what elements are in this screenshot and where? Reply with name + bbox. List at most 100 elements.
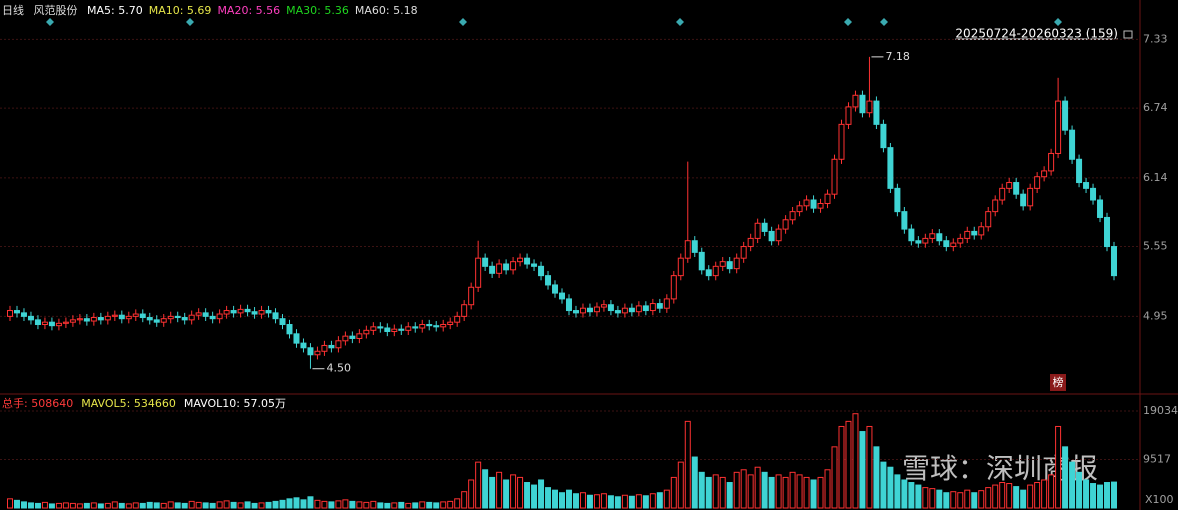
candle-body [503,263,510,271]
volume-bar [314,499,321,509]
volume-bar [489,476,496,509]
candle-body [251,311,258,315]
volume-bar [957,492,964,509]
volume-bar [670,476,677,509]
volume-bar [377,502,384,509]
volume-bar [747,474,754,509]
candle-body [957,237,964,244]
badge-box[interactable] [1050,374,1066,391]
candle-body [978,226,985,236]
candle-body [628,307,635,313]
candle-body [1027,187,1034,207]
volume-bar [559,492,565,509]
volume-bar [545,487,552,509]
candle-body [586,307,593,313]
candle-body [565,298,572,312]
ma-legend-item: MA60: 5.18 [354,4,418,17]
candle-body [887,147,894,189]
volume-bar [419,501,426,509]
volume-bar [761,471,768,509]
ma-legend-item: MA20: 5.56 [217,4,281,17]
volume-bar [894,474,901,509]
volume-bar [188,500,195,509]
candle-body [698,251,705,271]
volume-bar [244,501,251,509]
lock-icon[interactable] [1123,30,1133,39]
volume-bar [1104,482,1111,509]
candle-body [880,123,887,149]
candle-body [454,315,461,323]
candle-body [447,321,454,326]
candle-body [656,303,663,309]
candle-body [761,222,768,232]
volume-bar [845,420,852,509]
volume-bar [510,474,517,509]
ma-legend-item: MA5: 5.70 [87,4,143,17]
candle-body [363,329,370,335]
date-range[interactable]: 20250724-20260323 (159) [955,27,1118,41]
volume-bar [712,474,719,509]
badge[interactable]: 榜 [1053,375,1064,389]
volume-bar [237,502,244,509]
candle-body [342,335,349,342]
volume-bar [496,471,503,509]
volume-bar [635,494,642,509]
volume-bar [929,488,936,509]
candle-body [412,326,419,329]
candle-body [300,342,307,349]
candle-body [62,321,69,324]
candle-body [775,228,782,242]
candle-body [810,199,817,209]
vol-tick-label: 19034 [1143,404,1178,417]
candle-body [747,237,754,248]
volume-bar [782,476,789,509]
volume-bar [684,420,691,509]
candle-body [929,233,936,239]
volume-bar [565,489,572,509]
volume-bar [866,425,873,509]
volume-bar [677,461,684,509]
volume-bar [328,501,335,509]
candle-body [160,318,167,323]
candle-body [733,257,740,270]
volume-bar [628,495,635,509]
volume-bar [41,501,48,509]
candle-body [992,199,999,213]
candle-body [1083,182,1090,189]
volume-bar [621,494,628,509]
candle-body [244,308,251,313]
candle-body [510,261,517,271]
volume-bar [433,502,440,509]
candle-body [433,325,440,328]
volume-bar [167,501,174,509]
volume-bar [978,490,985,509]
candle-body [866,100,873,114]
period: 日线 [2,4,24,17]
candle-body [321,344,328,352]
candle-body [572,310,579,314]
volume-bar [649,493,656,509]
volume-bar [607,495,614,509]
volume-bar [586,494,593,509]
watermark: 雪球：深圳商报 [902,452,1098,485]
volume-bar [1090,483,1097,509]
volume-bar [251,502,258,509]
volume-bar [62,502,69,509]
candle-body [97,317,104,321]
volume-bar [642,495,649,509]
volume-bar [279,499,286,509]
volume-bar [342,499,349,509]
volume-bar [370,500,377,509]
candle-body [740,246,747,259]
volume-bar [538,479,545,509]
candle-body [971,230,978,236]
candle-body [859,94,866,114]
volume-bar [593,494,600,509]
volume-bar [531,484,538,509]
candle-body [76,318,83,321]
volume-bar [936,489,943,509]
candle-body [27,315,34,321]
volume-bar [440,501,447,509]
volume-bar [160,502,167,509]
candle-body [726,261,733,270]
